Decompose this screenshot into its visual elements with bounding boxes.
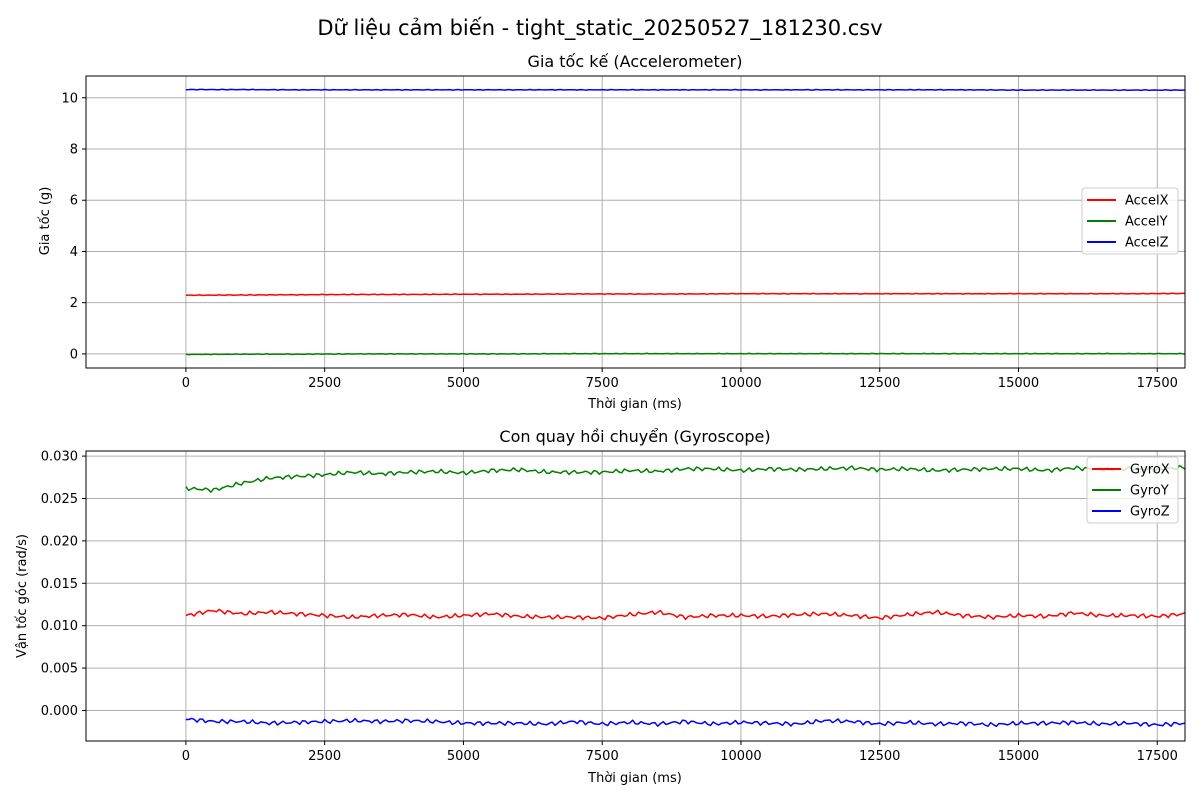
gyroscope-chart-title: Con quay hồi chuyển (Gyroscope) xyxy=(499,427,770,446)
gyroscope-series-group xyxy=(185,464,1186,728)
accelerometer-x-tick-label: 15000 xyxy=(998,376,1039,391)
accelerometer-x-tick-label: 0 xyxy=(182,376,190,391)
accelerometer-y-tick-label: 10 xyxy=(61,91,78,106)
accelerometer-legend-label-accely: AccelY xyxy=(1125,215,1168,230)
gyroscope-x-tick-label: 2500 xyxy=(308,749,341,764)
accelerometer-legend-label-accelz: AccelZ xyxy=(1125,236,1169,251)
accelerometer-y-tick-label: 6 xyxy=(70,194,78,209)
gyroscope-x-tick-label: 7500 xyxy=(586,749,619,764)
gyroscope-x-tick-label: 12500 xyxy=(859,749,900,764)
accelerometer-series-accelz-line xyxy=(185,88,1185,92)
accelerometer-x-tick-label: 12500 xyxy=(859,376,900,391)
gyroscope-x-tick-label: 10000 xyxy=(720,749,761,764)
gyroscope-panel: Con quay hồi chuyển (Gyroscope) Thời gia… xyxy=(15,427,1186,786)
accelerometer-x-tick-label: 10000 xyxy=(720,376,761,391)
gyroscope-legend-label-gyrox: GyroX xyxy=(1130,463,1170,478)
accelerometer-legend: AccelX AccelY AccelZ xyxy=(1081,187,1179,255)
gyroscope-x-ticks: 0 2500 5000 7500 10000 12500 15000 17500 xyxy=(182,741,1178,764)
gyroscope-y-tick-label: 0.020 xyxy=(41,534,78,549)
accelerometer-y-tick-label: 0 xyxy=(70,347,78,362)
gyroscope-legend-label-gyroy: GyroY xyxy=(1130,484,1169,499)
gyroscope-grid xyxy=(86,451,1185,741)
accelerometer-y-tick-label: 8 xyxy=(70,143,78,158)
accelerometer-series-group xyxy=(185,88,1186,356)
accelerometer-series-accelx-line xyxy=(185,292,1186,297)
gyroscope-y-ticks: 0.000 0.005 0.010 0.015 0.020 0.025 0.030 xyxy=(41,450,86,719)
gyroscope-y-axis-label: Vận tốc góc (rad/s) xyxy=(15,534,30,658)
gyroscope-y-tick-label: 0.010 xyxy=(41,619,78,634)
accelerometer-x-tick-label: 7500 xyxy=(586,376,619,391)
accelerometer-y-axis-label: Gia tốc (g) xyxy=(38,187,53,256)
gyroscope-legend-box xyxy=(1086,456,1179,524)
gyroscope-series-gyrox-line xyxy=(185,608,1186,621)
gyroscope-legend-label-gyroz: GyroZ xyxy=(1130,505,1170,520)
accelerometer-series-accely-line xyxy=(185,352,1186,356)
gyroscope-x-tick-label: 17500 xyxy=(1137,749,1178,764)
gyroscope-y-tick-label: 0.030 xyxy=(41,450,78,465)
gyroscope-x-tick-label: 0 xyxy=(182,749,190,764)
gyroscope-plot-frame xyxy=(85,450,1186,742)
gyroscope-y-tick-label: 0.000 xyxy=(41,704,78,719)
accelerometer-x-ticks: 0 2500 5000 7500 10000 12500 15000 17500 xyxy=(182,368,1178,391)
accelerometer-panel: Gia tốc kế (Accelerometer) Thời gian (ms… xyxy=(38,52,1186,412)
gyroscope-legend: GyroX GyroY GyroZ xyxy=(1086,456,1179,524)
gyroscope-x-tick-label: 5000 xyxy=(447,749,480,764)
accelerometer-chart-title: Gia tốc kế (Accelerometer) xyxy=(528,52,743,71)
gyroscope-series-gyroy-line xyxy=(185,464,1186,493)
accelerometer-plot-frame xyxy=(85,75,1186,369)
gyroscope-y-tick-label: 0.025 xyxy=(41,492,78,507)
accelerometer-legend-label-accelx: AccelX xyxy=(1125,194,1169,209)
accelerometer-x-tick-label: 2500 xyxy=(308,376,341,391)
accelerometer-y-ticks: 0 2 4 6 8 10 xyxy=(61,91,86,362)
accelerometer-x-axis-label: Thời gian (ms) xyxy=(587,397,682,412)
gyroscope-x-axis-label: Thời gian (ms) xyxy=(587,771,682,786)
accelerometer-legend-box xyxy=(1081,187,1179,255)
accelerometer-x-tick-label: 17500 xyxy=(1137,376,1178,391)
gyroscope-y-tick-label: 0.005 xyxy=(41,662,78,677)
accelerometer-y-tick-label: 2 xyxy=(70,296,78,311)
accelerometer-x-tick-label: 5000 xyxy=(447,376,480,391)
accelerometer-y-tick-label: 4 xyxy=(70,245,78,260)
gyroscope-series-gyroz-line xyxy=(185,717,1186,728)
figure-title: Dữ liệu cảm biến - tight_static_20250527… xyxy=(317,16,882,41)
gyroscope-x-tick-label: 15000 xyxy=(998,749,1039,764)
gyroscope-y-tick-label: 0.015 xyxy=(41,577,78,592)
